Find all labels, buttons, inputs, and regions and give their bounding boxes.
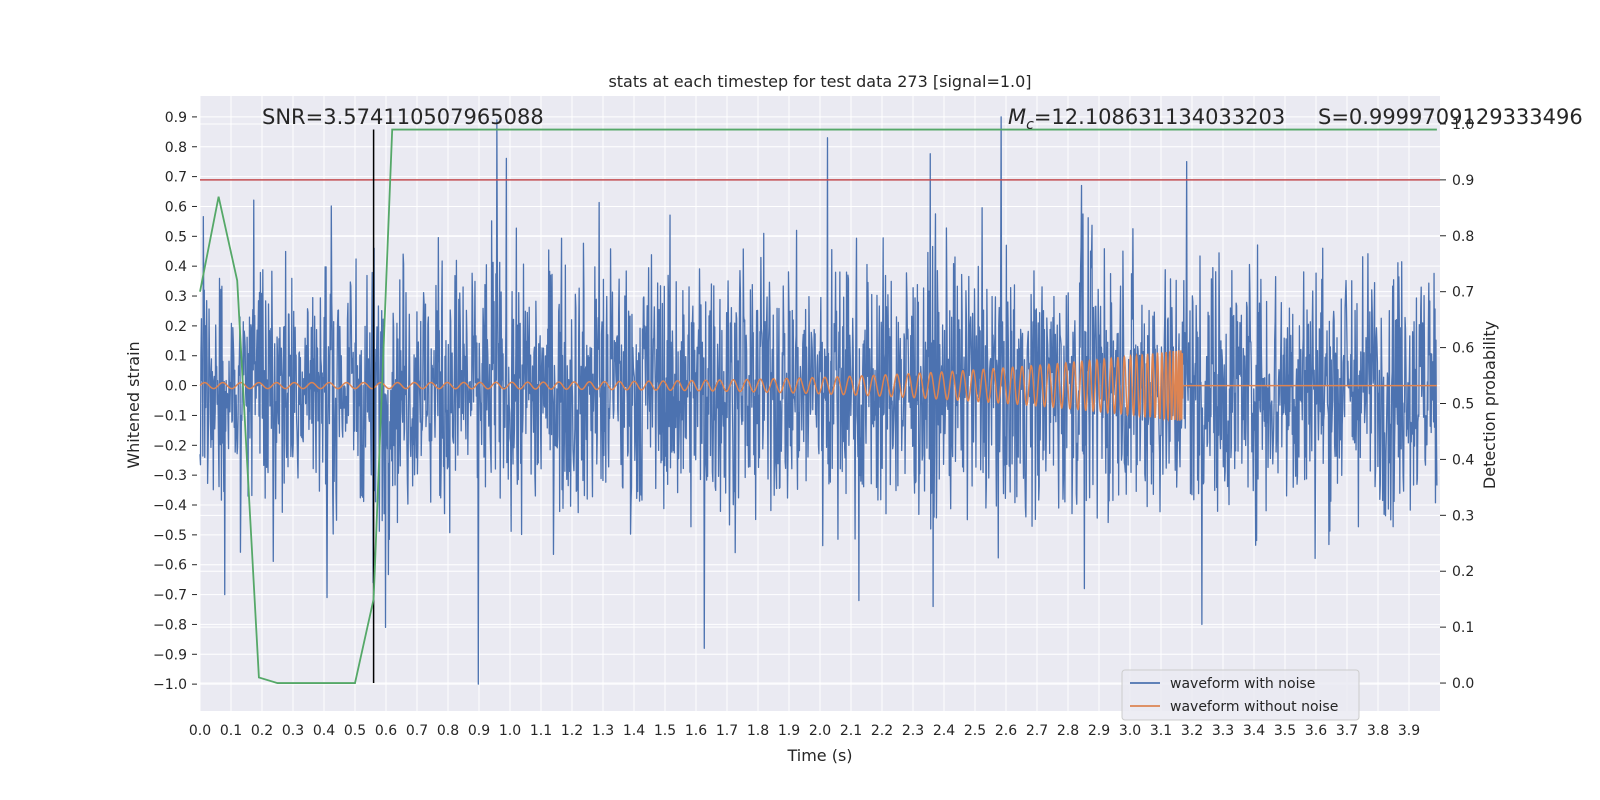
x-tick-label: 0.5: [344, 723, 366, 739]
chart-title: stats at each timestep for test data 273…: [608, 72, 1031, 91]
x-tick-label: 3.9: [1398, 723, 1420, 739]
x-tick-label: 0.4: [313, 723, 335, 739]
y2-tick-label: 0.4: [1452, 452, 1474, 468]
x-tick-label: 2.5: [964, 723, 986, 739]
x-tick-label: 1.4: [623, 723, 645, 739]
y-tick-label: −0.7: [153, 588, 187, 604]
chirp-mass-annotation: Mc=12.108631134033203: [1008, 105, 1285, 133]
x-tick-label: 2.9: [1088, 723, 1110, 739]
y-tick-label: 0.6: [165, 199, 187, 215]
legend-label-noise: waveform with noise: [1170, 676, 1315, 692]
x-tick-label: 3.5: [1274, 723, 1296, 739]
x-tick-labels: 0.0 0.1 0.2 0.3 0.4 0.5 0.6 0.7 0.8 0.9 1.0 1.1 1.2 1…: [189, 723, 1420, 739]
y-tick-label: −0.2: [153, 438, 187, 454]
chirp-mass-value: =12.108631134033203: [1034, 105, 1285, 129]
x-tick-label: 2.3: [902, 723, 924, 739]
x-tick-label: 2.7: [1026, 723, 1048, 739]
x-tick-label: 1.6: [685, 723, 707, 739]
x-tick-label: 0.3: [282, 723, 304, 739]
y-tick-label: 0.4: [165, 259, 187, 275]
x-axis-label: Time (s): [786, 746, 852, 765]
x-tick-label: 3.7: [1336, 723, 1358, 739]
x-tick-label: 0.9: [468, 723, 490, 739]
x-tick-label: 2.0: [809, 723, 831, 739]
x-tick-label: 0.0: [189, 723, 211, 739]
x-tick-label: 3.2: [1181, 723, 1203, 739]
x-tick-label: 2.6: [995, 723, 1017, 739]
x-tick-label: 1.9: [778, 723, 800, 739]
y2-tick-label: 0.6: [1452, 341, 1474, 357]
x-tick-label: 3.1: [1150, 723, 1172, 739]
y-tick-label: 0.3: [165, 289, 187, 305]
x-tick-label: 3.3: [1212, 723, 1234, 739]
y-tick-label: −0.4: [153, 498, 187, 514]
y2-tick-label: 0.7: [1452, 285, 1474, 301]
y-axis-label: Whitened strain: [124, 341, 143, 468]
x-tick-label: 1.1: [530, 723, 552, 739]
x-tick-label: 3.0: [1119, 723, 1141, 739]
x-tick-label: 1.7: [716, 723, 738, 739]
x-tick-label: 1.8: [747, 723, 769, 739]
y-tick-label: −0.1: [153, 408, 187, 424]
y-tick-label: −0.9: [153, 647, 187, 663]
x-tick-label: 3.8: [1367, 723, 1389, 739]
legend-label-clean: waveform without noise: [1170, 699, 1338, 715]
y-tick-label: −1.0: [153, 677, 187, 693]
x-tick-label: 0.2: [251, 723, 273, 739]
y2-tick-label: 0.8: [1452, 229, 1474, 245]
y-tick-label: −0.8: [153, 617, 187, 633]
detection-probability-line: [199, 128, 1437, 684]
x-tick-label: 3.6: [1305, 723, 1327, 739]
y-tick-label: 0.7: [165, 170, 187, 186]
y-tick-label: 0.5: [165, 229, 187, 245]
overlays: [199, 128, 1440, 684]
y2-axis-label: Detection probability: [1480, 321, 1499, 489]
y-tick-label: 0.1: [165, 349, 187, 365]
y2-tick-labels: 1.0 0.9 0.8 0.7 0.6 0.5 0.4 0.3 0.2 0.1 0.0: [1440, 117, 1474, 692]
x-tick-label: 0.7: [406, 723, 428, 739]
x-tick-label: 1.3: [592, 723, 614, 739]
snr-annotation: SNR=3.574110507965088: [262, 105, 544, 129]
y2-tick-label: 0.3: [1452, 508, 1474, 524]
legend: waveform with noise waveform without noi…: [1121, 669, 1360, 721]
noise-waveform-line: [199, 116, 1438, 685]
series-waveform-with-noise: [199, 116, 1438, 685]
y2-tick-label: 1.0: [1452, 117, 1474, 133]
y-tick-labels: 0.9 0.8 0.7 0.6 0.5 0.4 0.3 0.2 0.1 0.0 −0.1 −0.2 −0…: [153, 110, 197, 693]
x-tick-label: 2.1: [840, 723, 862, 739]
y2-tick-label: 0.2: [1452, 564, 1474, 580]
y-tick-label: 0.9: [165, 110, 187, 126]
y-tick-label: −0.5: [153, 528, 187, 544]
y2-tick-label: 0.9: [1452, 173, 1474, 189]
x-tick-label: 2.4: [933, 723, 955, 739]
score-annotation: S=0.9999709129333496: [1318, 105, 1583, 129]
chirp-mass-symbol: M: [1008, 105, 1026, 129]
x-tick-label: 2.8: [1057, 723, 1079, 739]
x-tick-label: 0.1: [220, 723, 242, 739]
x-tick-label: 2.2: [871, 723, 893, 739]
legend-box: [1121, 669, 1360, 721]
y2-tick-label: 0.0: [1452, 676, 1474, 692]
y-tick-label: 0.2: [165, 319, 187, 335]
chirp-mass-subscript: c: [1026, 117, 1034, 133]
x-tick-label: 0.6: [375, 723, 397, 739]
clean-waveform-line: [199, 349, 1437, 423]
y-tick-label: 0.0: [165, 379, 187, 395]
y2-tick-label: 0.1: [1452, 620, 1474, 636]
x-tick-label: 3.4: [1243, 723, 1265, 739]
x-tick-label: 1.2: [561, 723, 583, 739]
series-waveform-without-noise: [199, 349, 1437, 423]
y-tick-label: 0.8: [165, 140, 187, 156]
x-tick-label: 1.0: [499, 723, 521, 739]
x-tick-label: 1.5: [654, 723, 676, 739]
x-tick-label: 0.8: [437, 723, 459, 739]
y-tick-label: −0.3: [153, 468, 187, 484]
y-tick-label: −0.6: [153, 558, 187, 574]
y2-tick-label: 0.5: [1452, 397, 1474, 413]
